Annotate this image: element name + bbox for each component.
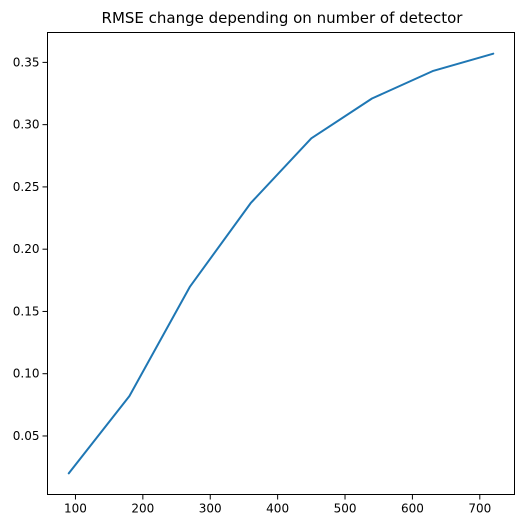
- series-layer: [67, 52, 495, 475]
- x-tick-label: 700: [468, 502, 491, 516]
- x-tick-label: 200: [131, 502, 154, 516]
- series-line: [67, 52, 495, 475]
- y-tick-label: 0.10: [13, 367, 40, 381]
- y-tick-label: 0.25: [13, 180, 40, 194]
- axes-frame: [47, 32, 515, 495]
- y-tick-label: 0.05: [13, 429, 40, 443]
- y-tick-label: 0.20: [13, 242, 40, 256]
- x-tick-label: 600: [401, 502, 424, 516]
- y-tick-label: 0.15: [13, 304, 40, 318]
- chart-title: RMSE change depending on number of detec…: [102, 9, 464, 27]
- y-axis: 0.05 0.10 0.15 0.20 0.25 0.30 0.35: [13, 55, 48, 443]
- y-tick-label: 0.30: [13, 118, 40, 132]
- x-tick-label: 400: [266, 502, 289, 516]
- x-tick-label: 500: [334, 502, 357, 516]
- y-tick-label: 0.35: [13, 55, 40, 69]
- plot-area: [47, 32, 515, 495]
- x-axis: 100 200 300 400 500 600 700: [64, 494, 491, 516]
- x-tick-label: 300: [199, 502, 222, 516]
- x-tick-label: 100: [64, 502, 87, 516]
